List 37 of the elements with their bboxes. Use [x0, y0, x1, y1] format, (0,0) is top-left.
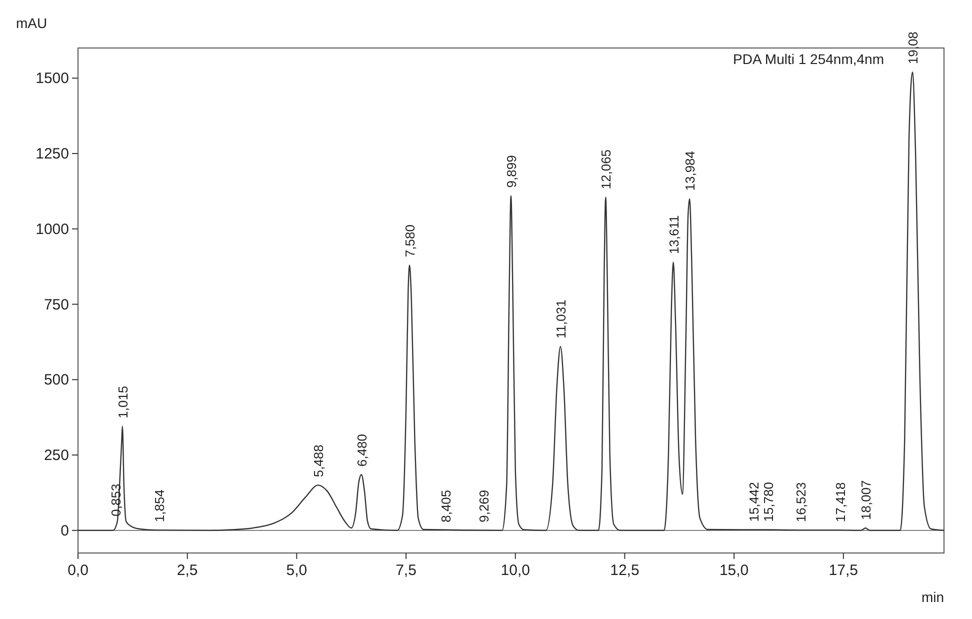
- annotation: 13,984: [682, 150, 698, 191]
- annotation: 13,611: [666, 215, 682, 254]
- annotation: 5,488: [311, 444, 326, 478]
- annotation: 19,08: [906, 32, 921, 64]
- annotation: 8,405: [438, 490, 454, 522]
- annotation: 0,853: [108, 484, 124, 516]
- y-tick-label: 1500: [36, 70, 69, 88]
- annotation: 15,780: [761, 482, 776, 522]
- annotation: 18,007: [858, 480, 874, 520]
- x-tick-label: 15,0: [719, 562, 749, 579]
- y-tick-label: 750: [44, 296, 69, 314]
- y-tick-label: 250: [44, 447, 69, 464]
- x-tick-label: 17,5: [828, 562, 858, 579]
- x-tick-label: 2,5: [176, 562, 198, 579]
- y-tick-label: 0: [60, 522, 69, 540]
- annotation: 9,269: [476, 490, 492, 522]
- annotation: 7,580: [402, 224, 418, 258]
- y-tick-label: 500: [44, 372, 69, 389]
- annotation: 1,015: [115, 386, 130, 418]
- x-tick-label: 12,5: [610, 562, 640, 579]
- annotation: 12,065: [598, 149, 614, 190]
- y-tick-label: 1000: [36, 220, 69, 238]
- annotation: 1,854: [152, 490, 168, 522]
- annotation: 16,523: [794, 482, 809, 522]
- annotation: 9,899: [504, 155, 519, 188]
- y-tick-label: 1250: [36, 146, 69, 163]
- x-tick-label: 0,0: [68, 562, 88, 579]
- y-axis-title: mAU: [16, 15, 48, 31]
- x-tick-label: 7,5: [396, 562, 416, 579]
- annotation: 15,442: [746, 482, 762, 522]
- annotation: PDA Multi 1 254nm,4nm: [733, 51, 884, 67]
- x-tick-label: 5,0: [286, 562, 308, 579]
- annotation: 6,480: [354, 434, 370, 467]
- annotation: 17,418: [832, 482, 848, 522]
- x-axis-title: min: [921, 589, 944, 605]
- x-tick-label: 10,0: [500, 562, 530, 579]
- annotation: 11,031: [553, 300, 568, 338]
